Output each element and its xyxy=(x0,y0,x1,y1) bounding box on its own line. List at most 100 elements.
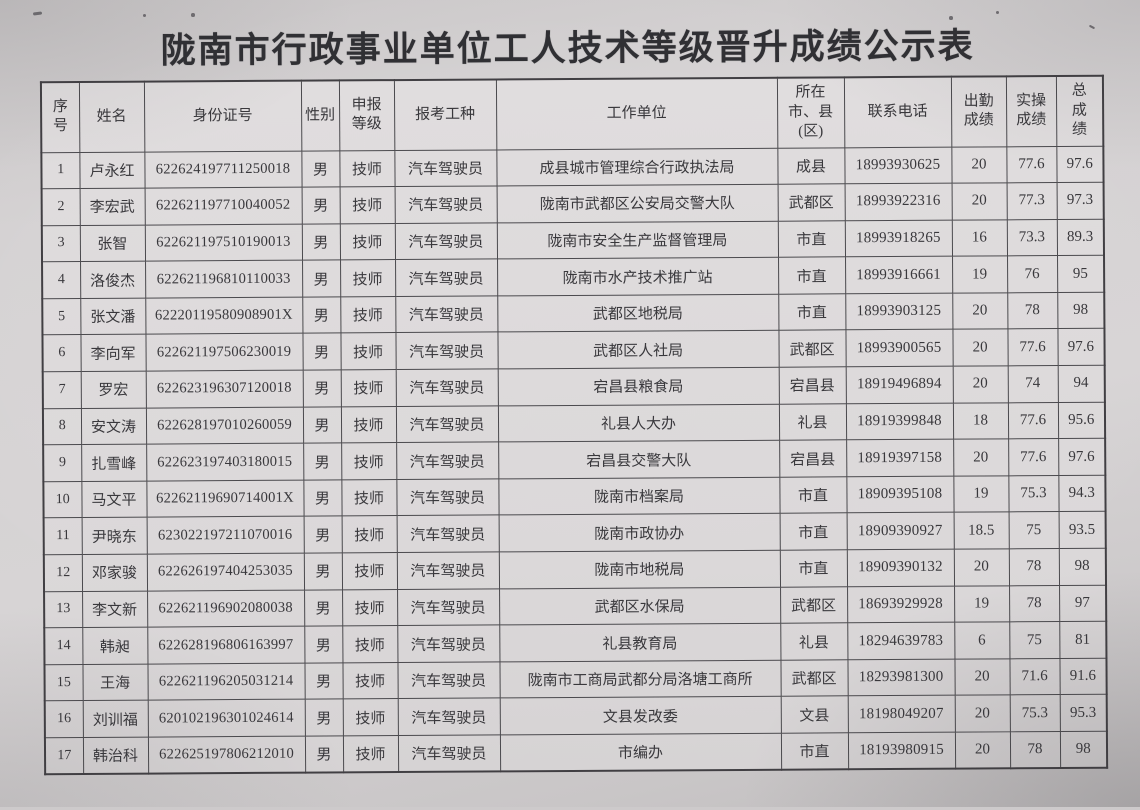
table-cell: 男 xyxy=(302,333,341,371)
table-cell: 95.6 xyxy=(1057,401,1106,439)
table-cell: 76 xyxy=(1007,255,1058,293)
table-cell: 男 xyxy=(303,443,342,480)
table-cell: 男 xyxy=(302,260,341,298)
table-cell: 81 xyxy=(1059,621,1107,659)
table-cell: 18993900565 xyxy=(845,329,953,367)
table-cell: 10 xyxy=(43,481,82,519)
table-cell: 男 xyxy=(303,552,343,590)
table-cell: 汽车驾驶员 xyxy=(395,295,498,334)
table-cell: 汽车驾驶员 xyxy=(397,588,500,626)
table-cell: 17 xyxy=(44,737,84,775)
table-cell: 礼县教育局 xyxy=(499,623,781,662)
table-cell: 男 xyxy=(304,589,343,627)
column-header-4: 申报 等级 xyxy=(338,80,395,151)
table-cell: 汽车驾驶员 xyxy=(396,442,499,480)
table-cell: 7 xyxy=(42,371,81,409)
table-cell: 74 xyxy=(1007,365,1058,403)
table-cell: 20 xyxy=(951,146,1007,184)
table-cell: 技师 xyxy=(339,150,395,187)
table-cell: 8 xyxy=(42,408,82,445)
table-cell: 男 xyxy=(302,406,342,444)
table-cell: 75.3 xyxy=(1009,694,1060,732)
table-cell: 男 xyxy=(301,223,341,261)
table-cell: 宕昌县粮食局 xyxy=(497,367,779,406)
column-header-5: 报考工种 xyxy=(393,79,497,151)
table-cell: 20 xyxy=(954,658,1010,696)
table-cell: 18293981300 xyxy=(847,658,955,697)
table-cell: 95.3 xyxy=(1059,694,1107,732)
table-cell: 汽车驾驶员 xyxy=(394,186,497,224)
table-cell: 73.3 xyxy=(1006,219,1058,257)
table-cell: 20 xyxy=(952,292,1008,330)
table-cell: 汽车驾驶员 xyxy=(397,698,500,736)
table-cell: 卢永红 xyxy=(79,151,145,189)
table-cell: 李向军 xyxy=(80,334,146,372)
table-cell: 6 xyxy=(42,334,81,372)
table-cell: 98 xyxy=(1057,292,1105,329)
table-cell: 技师 xyxy=(340,369,396,407)
table-cell: 20 xyxy=(953,439,1009,477)
column-header-3: 性别 xyxy=(300,80,340,151)
table-cell: 成县城市管理综合行政执法局 xyxy=(496,147,778,187)
column-header-1: 姓名 xyxy=(78,81,145,152)
table-cell: 98 xyxy=(1059,731,1108,769)
table-cell: 洛俊杰 xyxy=(80,261,146,299)
table-cell: 罗宏 xyxy=(80,371,146,409)
table-cell: 18909390132 xyxy=(846,549,955,587)
paper-speck xyxy=(191,13,195,17)
table-cell: 汽车驾驶员 xyxy=(395,259,498,297)
paper-speck xyxy=(143,14,146,17)
table-cell: 622626197404253035 xyxy=(146,553,305,591)
table-cell: 汽车驾驶员 xyxy=(394,149,497,187)
table-cell: 16 xyxy=(44,700,83,738)
table-cell: 市直 xyxy=(779,549,848,587)
table-cell: 18693929928 xyxy=(847,585,955,624)
table-cell: 尹晓东 xyxy=(81,517,147,555)
table-cell: 李宏武 xyxy=(79,188,145,226)
table-cell: 95 xyxy=(1057,255,1105,293)
table-cell: 78 xyxy=(1009,731,1061,769)
table-cell: 622621196810110033 xyxy=(145,260,303,298)
table-cell: 男 xyxy=(301,150,340,188)
table-cell: 89.3 xyxy=(1056,218,1105,256)
table-cell: 邓家骏 xyxy=(81,554,148,592)
table-cell: 汽车驾驶员 xyxy=(397,734,501,773)
column-header-11: 总 成 绩 xyxy=(1055,75,1104,147)
table-cell: 620102196301024614 xyxy=(147,699,305,738)
table-cell: 扎雪峰 xyxy=(81,444,147,482)
table-cell: 71.6 xyxy=(1009,658,1060,696)
table-cell: 武都区水保局 xyxy=(499,586,781,626)
table-cell: 62220119580908901X xyxy=(145,297,303,335)
table-cell: 20 xyxy=(952,365,1008,403)
table-cell: 622621197510190013 xyxy=(144,223,303,262)
table-cell: 技师 xyxy=(340,259,396,297)
table-cell: 91.6 xyxy=(1059,658,1107,695)
table-cell: 技师 xyxy=(341,515,397,553)
table-cell: 男 xyxy=(304,699,343,737)
table-cell: 张文潘 xyxy=(80,297,146,335)
table-cell: 75 xyxy=(1009,621,1060,659)
table-cell: 武都区地税局 xyxy=(497,294,779,333)
table-cell: 19 xyxy=(954,585,1010,623)
table-header: 序 号姓名 身份证号 性别 申报 等级 报考工种 工作单位 所在 市、县 (区) 联系电话 出勤… xyxy=(40,75,1104,153)
table-cell: 汽车驾驶员 xyxy=(396,515,499,553)
table-cell: 文县发改委 xyxy=(499,696,781,735)
table-cell: 13 xyxy=(44,591,83,628)
table-cell: 技师 xyxy=(339,223,396,261)
table-cell: 礼县 xyxy=(780,623,848,661)
table-cell: 622621196902080038 xyxy=(147,589,305,628)
table-cell: 97.6 xyxy=(1056,145,1104,183)
table-cell: 汽车驾驶员 xyxy=(397,625,500,663)
table-cell: 技师 xyxy=(342,698,398,736)
table-cell: 技师 xyxy=(342,735,399,773)
table-cell: 文县 xyxy=(780,696,848,734)
paper-speck xyxy=(996,11,999,14)
table-cell: 市编办 xyxy=(499,733,782,772)
column-header-2: 身份证号 xyxy=(143,80,302,152)
table-cell: 张智 xyxy=(79,224,146,262)
table-cell: 18919397158 xyxy=(846,439,954,477)
header-row: 序 号姓名 身份证号 性别 申报 等级 报考工种 工作单位 所在 市、县 (区) 联系电话 出勤… xyxy=(40,75,1104,153)
table-cell: 19 xyxy=(952,256,1008,294)
table-cell: 汽车驾驶员 xyxy=(395,332,498,370)
